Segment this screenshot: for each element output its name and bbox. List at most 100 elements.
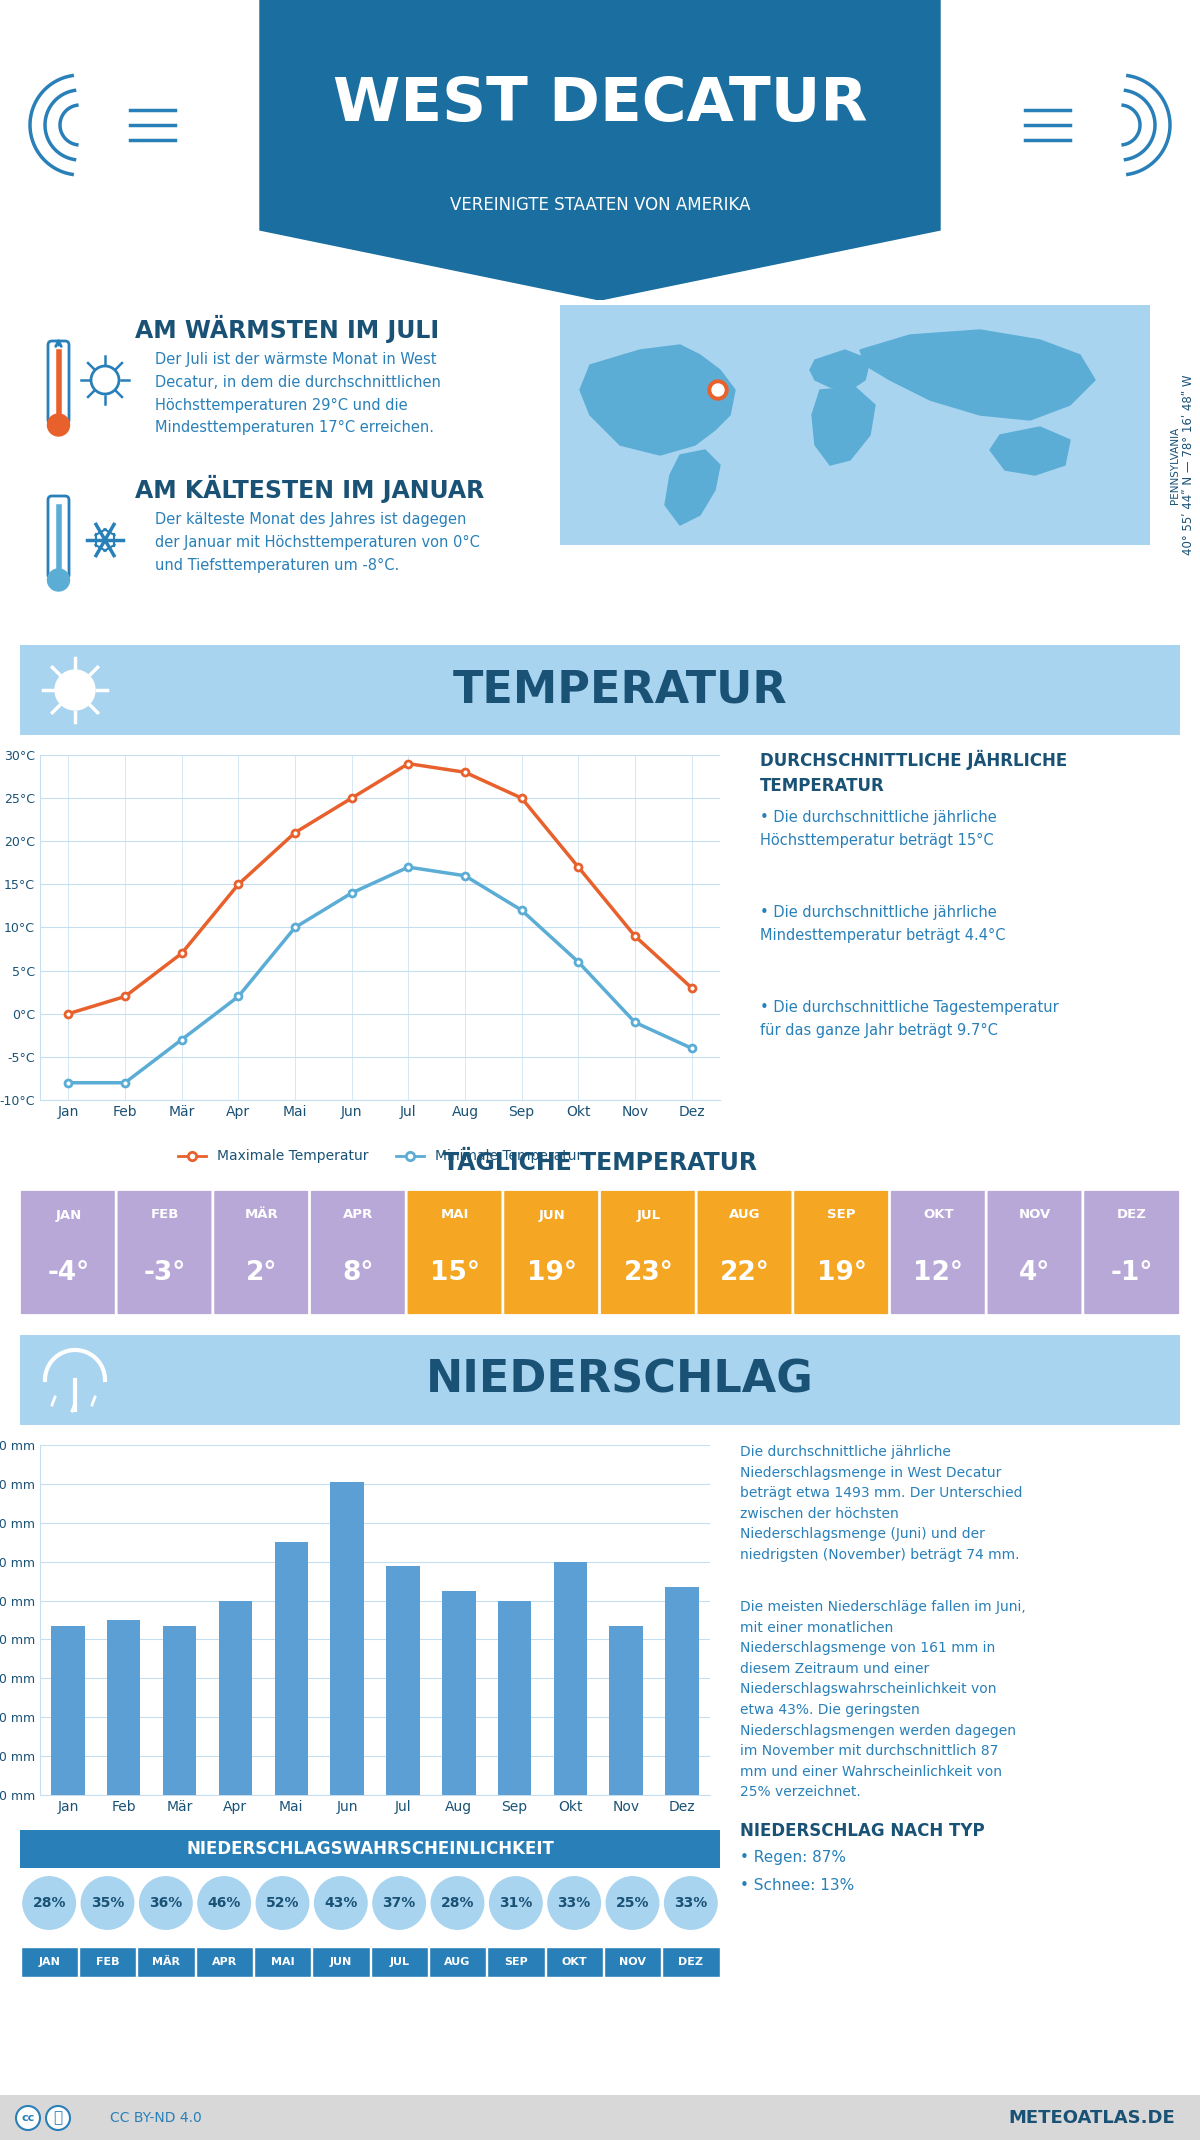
Circle shape [605,1875,660,1930]
Text: 12°: 12° [913,1260,964,1286]
Text: • Die durchschnittliche Tagestemperatur
für das ganze Jahr beträgt 9.7°C: • Die durchschnittliche Tagestemperatur … [760,999,1058,1038]
Bar [218,1601,252,1795]
Text: 36%: 36% [149,1896,182,1911]
Text: METEOATLAS.DE: METEOATLAS.DE [1008,2110,1175,2127]
Circle shape [313,1875,368,1930]
Bar [442,1590,475,1795]
Text: • Schnee: 13%: • Schnee: 13% [740,1879,854,1894]
Text: JAN: JAN [38,1956,60,1967]
FancyBboxPatch shape [793,1190,890,1316]
Text: 37%: 37% [383,1896,415,1911]
Text: JUL: JUL [636,1209,660,1222]
Bar [386,1566,420,1795]
Text: OKT: OKT [562,1956,587,1967]
Text: ⓘ: ⓘ [54,2110,62,2125]
Text: 19°: 19° [527,1260,577,1286]
Circle shape [79,1875,136,1930]
Text: DEZ: DEZ [1117,1209,1147,1222]
Text: • Die durchschnittliche jährliche
Höchsttemperatur beträgt 15°C: • Die durchschnittliche jährliche Höchst… [760,811,997,847]
Text: 35%: 35% [91,1896,124,1911]
Text: 19°: 19° [817,1260,866,1286]
FancyBboxPatch shape [600,1190,697,1316]
Legend: Niederschlagssumme: Niederschlagssumme [275,1825,475,1851]
Circle shape [712,383,724,396]
Text: APR: APR [211,1956,236,1967]
Bar [163,1626,197,1795]
Text: CC BY-ND 4.0: CC BY-ND 4.0 [110,2110,202,2125]
Circle shape [430,1875,486,1930]
FancyBboxPatch shape [310,1190,407,1316]
Text: JAN: JAN [55,1209,82,1222]
Circle shape [48,569,70,591]
Circle shape [91,366,119,394]
Text: 23°: 23° [623,1260,673,1286]
FancyBboxPatch shape [212,1190,311,1316]
Text: TÄGLICHE TEMPERATUR: TÄGLICHE TEMPERATUR [443,1151,757,1175]
Text: FEB: FEB [151,1209,179,1222]
Text: APR: APR [343,1209,373,1222]
Text: 33%: 33% [674,1896,708,1911]
Text: VEREINIGTE STAATEN VON AMERIKA: VEREINIGTE STAATEN VON AMERIKA [450,197,750,214]
Polygon shape [665,449,720,524]
FancyBboxPatch shape [116,1190,214,1316]
Bar [553,1562,587,1795]
Text: NIEDERSCHLAGSWAHRSCHEINLICHKEIT: NIEDERSCHLAGSWAHRSCHEINLICHKEIT [186,1840,554,1858]
Text: DURCHSCHNITTLICHE JÄHRLICHE
TEMPERATUR: DURCHSCHNITTLICHE JÄHRLICHE TEMPERATUR [760,749,1067,796]
Text: Der Juli ist der wärmste Monat in West
Decatur, in dem die durchschnittlichen
Hö: Der Juli ist der wärmste Monat in West D… [155,351,440,434]
Bar [662,1947,720,1977]
Text: • Regen: 87%: • Regen: 87% [740,1849,846,1864]
Text: 8°: 8° [342,1260,374,1286]
Text: AM WÄRMSTEN IM JULI: AM WÄRMSTEN IM JULI [134,315,439,342]
Text: AUG: AUG [444,1956,470,1967]
Text: 25%: 25% [616,1896,649,1911]
Circle shape [546,1875,602,1930]
Text: JUL: JUL [389,1956,409,1967]
Bar [330,1481,364,1795]
Circle shape [55,670,95,710]
Text: 4°: 4° [1019,1260,1051,1286]
Text: 28%: 28% [32,1896,66,1911]
Text: MAI: MAI [440,1209,469,1222]
Circle shape [196,1875,252,1930]
Polygon shape [812,387,875,464]
FancyBboxPatch shape [889,1190,988,1316]
Text: JUN: JUN [330,1956,352,1967]
FancyBboxPatch shape [17,642,1183,738]
Bar [428,1947,486,1977]
Text: NIEDERSCHLAG NACH TYP: NIEDERSCHLAG NACH TYP [740,1821,985,1840]
Text: 22°: 22° [720,1260,770,1286]
Circle shape [662,1875,719,1930]
Text: FEB: FEB [96,1956,119,1967]
Text: OKT: OKT [923,1209,954,1222]
Polygon shape [580,345,734,456]
FancyBboxPatch shape [986,1190,1084,1316]
Text: 40° 55ʹ 44ʺ N — 78° 16ʹ 48ʺ W: 40° 55ʹ 44ʺ N — 78° 16ʹ 48ʺ W [1182,374,1194,554]
FancyBboxPatch shape [20,1335,130,1425]
Text: JUN: JUN [539,1209,565,1222]
Polygon shape [260,0,940,300]
Text: Die durchschnittliche jährliche
Niederschlagsmenge in West Decatur
beträgt etwa : Die durchschnittliche jährliche Niedersc… [740,1444,1022,1562]
Text: AM KÄLTESTEN IM JANUAR: AM KÄLTESTEN IM JANUAR [134,475,485,503]
Bar [604,1947,661,1977]
Bar [371,1947,428,1977]
Text: NOV: NOV [1019,1209,1051,1222]
FancyBboxPatch shape [19,1190,118,1316]
Text: MÄR: MÄR [245,1209,278,1222]
Circle shape [16,2106,40,2129]
Text: 15°: 15° [430,1260,480,1286]
Text: Die meisten Niederschläge fallen im Juni,
mit einer monatlichen
Niederschlagsmen: Die meisten Niederschläge fallen im Juni… [740,1601,1026,1800]
Text: 43%: 43% [324,1896,358,1911]
Legend: Maximale Temperatur, Minimale Temperatur: Maximale Temperatur, Minimale Temperatur [173,1145,588,1168]
Bar [665,1588,698,1795]
Bar [498,1601,532,1795]
Bar [312,1947,370,1977]
Bar [52,1626,85,1795]
Text: AUG: AUG [730,1209,761,1222]
Text: 31%: 31% [499,1896,533,1911]
Polygon shape [810,351,870,389]
Text: 52%: 52% [265,1896,299,1911]
Text: TEMPERATUR: TEMPERATUR [452,668,787,710]
Polygon shape [990,428,1070,475]
Text: cc: cc [22,2112,35,2123]
Circle shape [488,1875,544,1930]
